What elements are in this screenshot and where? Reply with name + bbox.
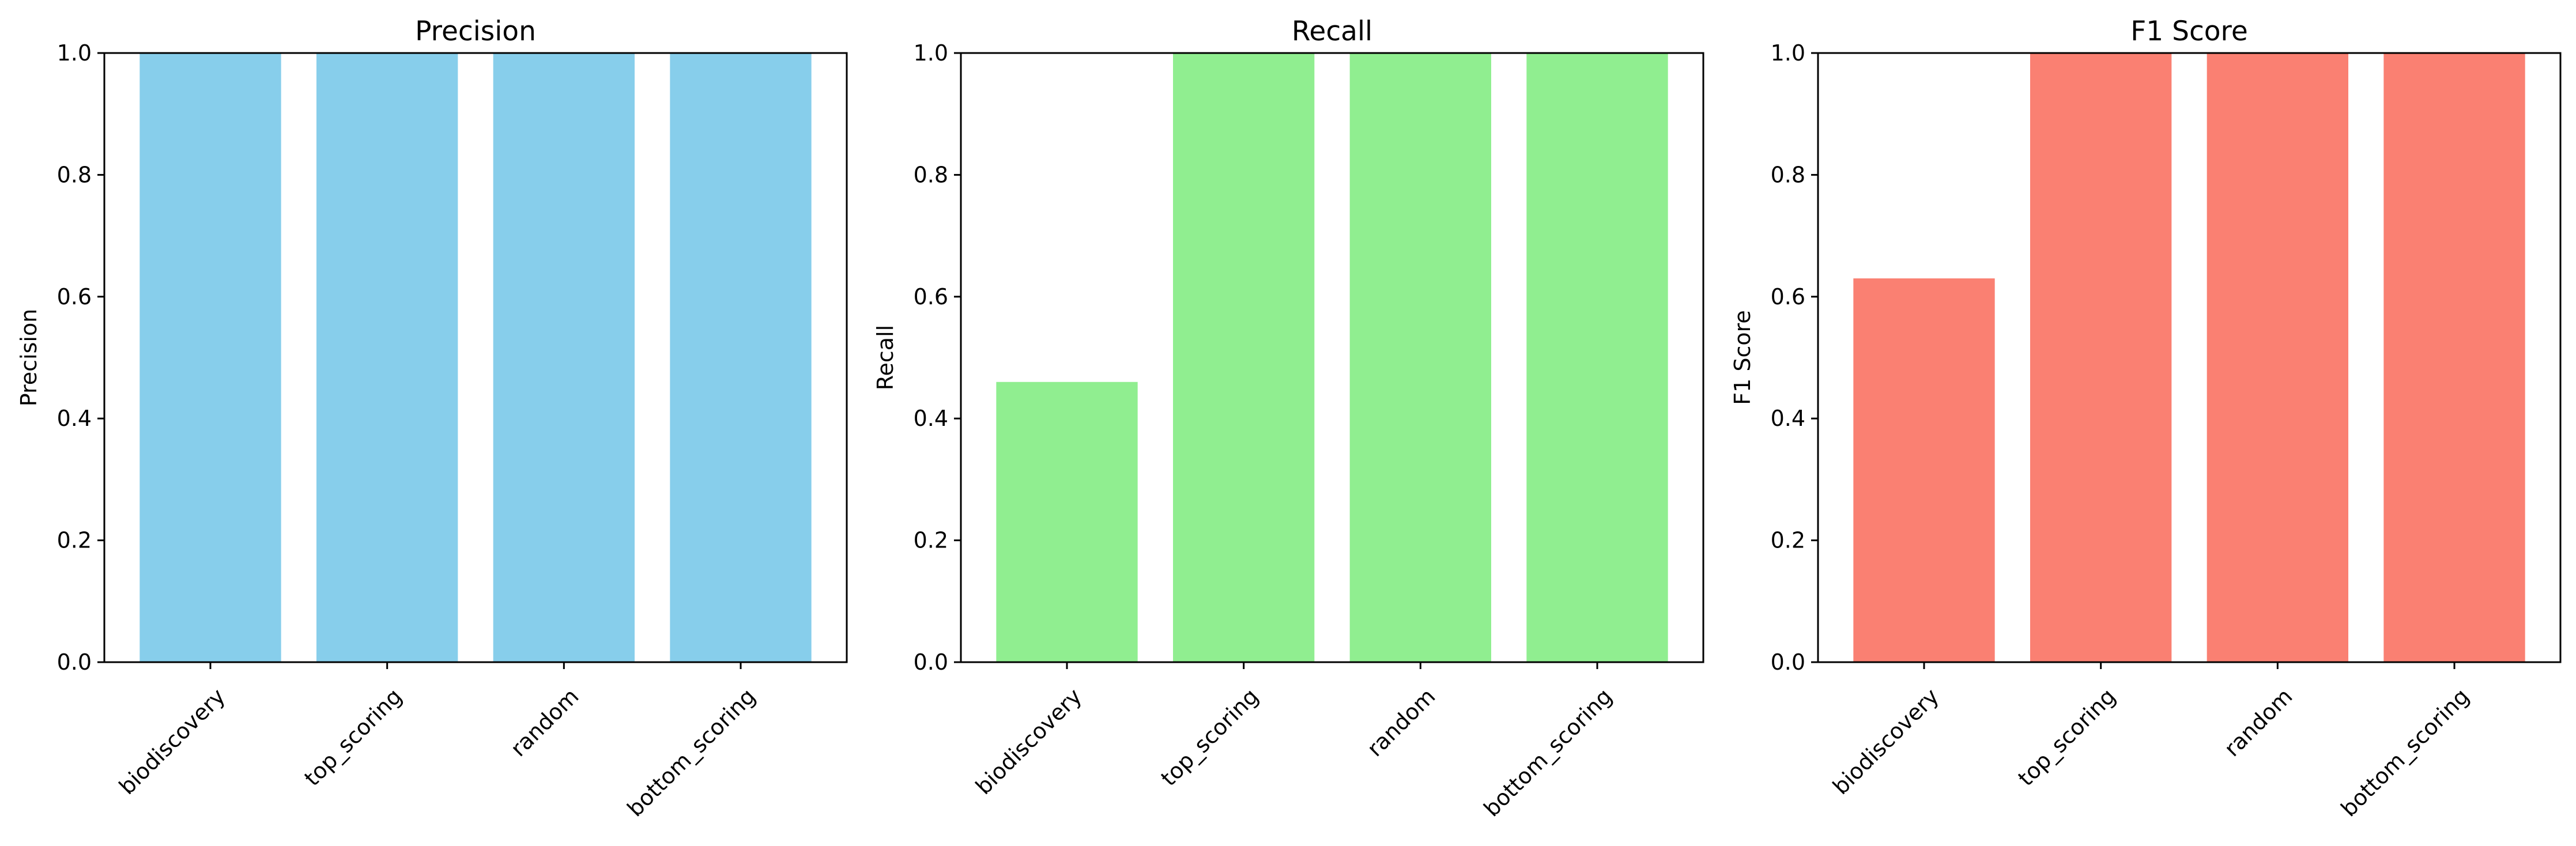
bar-biodiscovery bbox=[996, 382, 1138, 662]
panel-precision: Precision Precision 0.00.20.40.60.81.0bi… bbox=[16, 16, 848, 822]
y-tick-label: 0.6 bbox=[57, 284, 92, 309]
bar-top_scoring bbox=[316, 53, 458, 662]
y-tick-label: 0.8 bbox=[914, 162, 948, 187]
panel-f1-score: F1 Score F1 Score 0.00.20.40.60.81.0biod… bbox=[1730, 16, 2562, 822]
y-tick-label: 0.2 bbox=[914, 528, 948, 553]
panel-title: F1 Score bbox=[2130, 16, 2248, 47]
y-axis-label: Recall bbox=[873, 325, 898, 390]
y-tick-label: 1.0 bbox=[914, 40, 948, 66]
bar-top_scoring bbox=[2030, 53, 2172, 662]
axes-frame bbox=[103, 52, 848, 663]
y-tick-label: 1.0 bbox=[1771, 40, 1805, 66]
panel-title: Precision bbox=[415, 16, 536, 47]
bar-random bbox=[493, 53, 635, 662]
y-tick-label: 0.4 bbox=[914, 406, 948, 431]
y-tick-label: 0.2 bbox=[57, 528, 92, 553]
bar-random bbox=[2207, 53, 2348, 662]
bar-bottom_scoring bbox=[1526, 53, 1668, 662]
axes-frame bbox=[960, 52, 1704, 663]
y-tick-label: 0.8 bbox=[57, 162, 92, 187]
bar-bottom_scoring bbox=[670, 53, 812, 662]
bar-random bbox=[1349, 53, 1491, 662]
y-tick-label: 0.4 bbox=[1771, 406, 1805, 431]
bar-bottom_scoring bbox=[2383, 53, 2525, 662]
bar-top_scoring bbox=[1173, 53, 1315, 662]
y-tick-label: 0.8 bbox=[1771, 162, 1805, 187]
axes-frame bbox=[1817, 52, 2562, 663]
y-tick-label: 0.4 bbox=[57, 406, 92, 431]
y-tick-label: 0.2 bbox=[1771, 528, 1805, 553]
y-axis-label: Precision bbox=[16, 309, 42, 407]
bar-biodiscovery bbox=[1853, 278, 1995, 663]
y-axis-label: F1 Score bbox=[1730, 310, 1755, 405]
y-tick-label: 0.0 bbox=[1771, 649, 1805, 675]
y-tick-label: 0.0 bbox=[914, 649, 948, 675]
y-tick-label: 0.6 bbox=[914, 284, 948, 309]
y-tick-label: 0.0 bbox=[57, 649, 92, 675]
panel-title: Recall bbox=[1292, 16, 1372, 47]
y-tick-label: 0.6 bbox=[1771, 284, 1805, 309]
bar-biodiscovery bbox=[139, 53, 281, 662]
y-tick-label: 1.0 bbox=[57, 40, 92, 66]
